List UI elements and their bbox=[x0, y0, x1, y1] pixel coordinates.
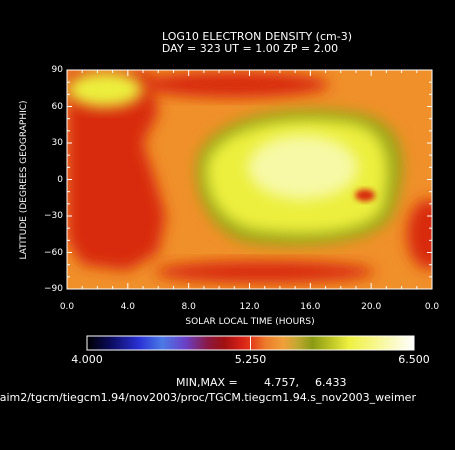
x-tick-label: 20.0 bbox=[361, 302, 382, 312]
y-tick-label: 90 bbox=[51, 65, 63, 75]
heatmap-region-right-red bbox=[406, 199, 432, 270]
chart-subtitle: DAY = 323 UT = 1.00 ZP = 2.00 bbox=[161, 42, 339, 55]
y-tick-label: −60 bbox=[44, 247, 63, 258]
colorbar-label: 5.250 bbox=[234, 353, 267, 366]
heatmap-region-south-band-red bbox=[154, 260, 375, 283]
y-tick-label: 0 bbox=[57, 174, 63, 185]
x-tick-label: 16.0 bbox=[300, 302, 321, 312]
x-tick-label: 4.0 bbox=[120, 302, 135, 312]
y-tick-label: −30 bbox=[44, 211, 63, 221]
chart-title: LOG10 ELECTRON DENSITY (cm-3) bbox=[162, 30, 352, 43]
x-tick-label: 12.0 bbox=[239, 302, 260, 312]
y-tick-label: 60 bbox=[51, 101, 63, 112]
x-tick-label: 0.0 bbox=[424, 302, 440, 312]
x-axis-label: SOLAR LOCAL TIME (HOURS) bbox=[185, 317, 315, 327]
x-tick-label: 8.0 bbox=[181, 302, 196, 312]
x-tick-label: 0.0 bbox=[59, 302, 75, 312]
file-path-text: /aim2/tgcm/tiegcm1.94/nov2003/proc/TGCM.… bbox=[0, 391, 416, 404]
minmax-label: MIN,MAX = bbox=[176, 376, 238, 389]
heatmap-region-peak bbox=[247, 135, 358, 200]
heatmap-field bbox=[67, 70, 432, 289]
colorbar-label: 4.000 bbox=[71, 353, 103, 366]
colorbar-label: 6.500 bbox=[398, 353, 430, 366]
heatmap-region-left-red bbox=[67, 70, 166, 271]
min-value: 4.757, bbox=[264, 376, 299, 389]
heatmap-region-small-red-spot bbox=[355, 189, 376, 202]
y-tick-label: −90 bbox=[44, 284, 63, 294]
heatmap-region-north-band-red bbox=[139, 71, 330, 98]
file-path: /aim2/tgcm/tiegcm1.94/nov2003/proc/TGCM.… bbox=[0, 391, 455, 404]
y-tick-label: 30 bbox=[51, 138, 63, 148]
heatmap-region-north-yellow bbox=[67, 71, 144, 108]
max-value: 6.433 bbox=[315, 376, 347, 389]
